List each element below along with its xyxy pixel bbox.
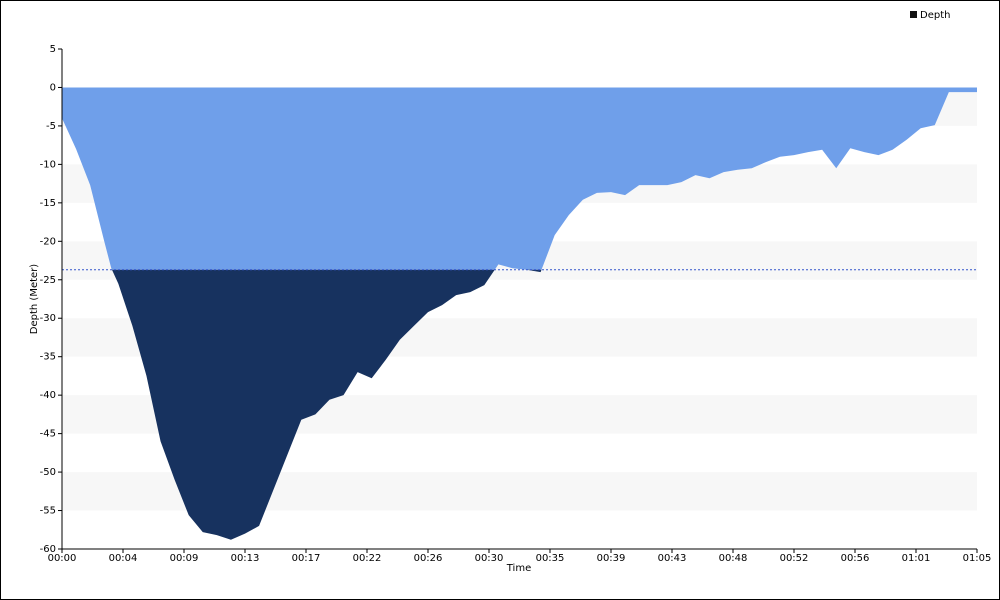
y-tick-label: -35	[40, 352, 56, 363]
x-tick-label: 01:01	[902, 553, 931, 564]
y-tick-label: -5	[46, 121, 56, 132]
x-tick-label: 00:04	[109, 553, 138, 564]
legend-label: Depth	[920, 10, 950, 21]
y-tick-label: -45	[40, 429, 56, 440]
y-tick-label: -60	[40, 544, 56, 555]
x-tick-label: 00:30	[475, 553, 504, 564]
y-tick-label: 5	[50, 44, 56, 55]
y-tick-label: 0	[50, 82, 56, 93]
x-tick-label: 00:26	[414, 553, 443, 564]
y-tick-label: -30	[40, 313, 56, 324]
x-tick-label: 00:13	[231, 553, 260, 564]
x-tick-label: 00:09	[170, 553, 199, 564]
y-tick-label: -15	[40, 198, 56, 209]
x-tick-label: 01:05	[963, 553, 992, 564]
y-tick-label: -25	[40, 275, 56, 286]
x-tick-label: 00:39	[597, 553, 626, 564]
area	[62, 87, 977, 270]
x-tick-label: 00:52	[780, 553, 809, 564]
y-tick-label: -40	[40, 390, 56, 401]
y-tick-label: -10	[40, 159, 56, 170]
area-below-threshold	[111, 269, 542, 540]
y-tick-label: -50	[40, 467, 56, 478]
y-axis-label: Depth (Meter)	[29, 264, 40, 335]
x-axis-label: Time	[506, 563, 531, 574]
y-tick-label: -55	[40, 506, 56, 517]
x-tick-label: 00:56	[841, 553, 870, 564]
x-tick-label: 00:00	[48, 553, 77, 564]
x-tick-label: 00:43	[658, 553, 687, 564]
x-tick-label: 00:35	[536, 553, 565, 564]
y-tick-label: -20	[40, 236, 56, 247]
legend-swatch	[910, 11, 917, 18]
x-tick-label: 00:48	[719, 553, 748, 564]
x-tick-label: 00:17	[292, 553, 321, 564]
x-tick-label: 00:22	[353, 553, 382, 564]
